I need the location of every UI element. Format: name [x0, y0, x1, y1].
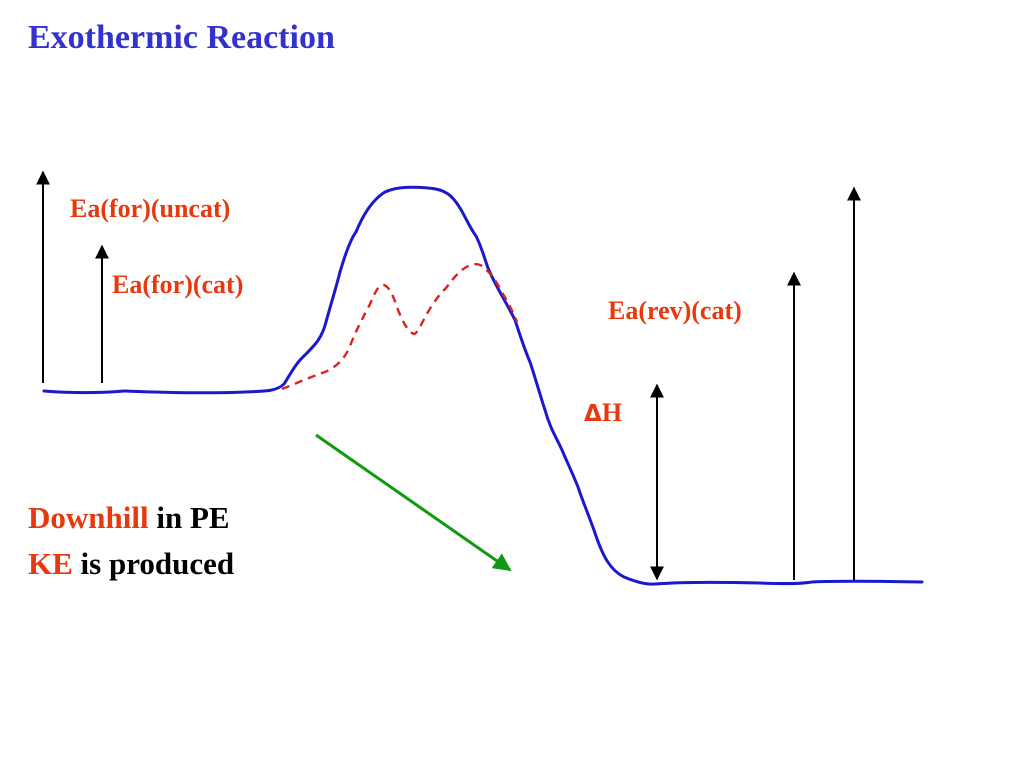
ea-for-uncat-text: Ea(for)(uncat)	[70, 194, 231, 223]
slide-title: Exothermic Reaction	[28, 19, 335, 56]
in-pe-text: in PE	[148, 500, 230, 535]
delta-h-label: ΔH	[584, 398, 622, 429]
ke-highlight: KE	[28, 546, 73, 581]
caption-line-downhill: Downhill in PE	[28, 500, 230, 536]
caption-line-ke: KE is produced	[28, 546, 234, 582]
ea-rev-cat-label: Ea(rev)(cat)	[608, 296, 742, 326]
downhill-trend-arrow	[315, 433, 512, 572]
is-produced-text: is produced	[72, 546, 235, 581]
ea-for-uncat-label: Ea(for)(uncat)	[70, 194, 230, 224]
ea-rev-cat-text: Ea(rev)(cat)	[608, 296, 742, 325]
uncatalyzed-energy-curve	[42, 185, 924, 586]
ea-for-cat-label: Ea(for)(cat)	[112, 270, 243, 300]
catalyzed-energy-curve	[281, 262, 519, 391]
downhill-highlight: Downhill	[28, 500, 149, 535]
delta-symbol: Δ	[584, 401, 602, 427]
ea-for-cat-text: Ea(for)(cat)	[112, 270, 244, 299]
delta-h-text: H	[601, 398, 623, 427]
